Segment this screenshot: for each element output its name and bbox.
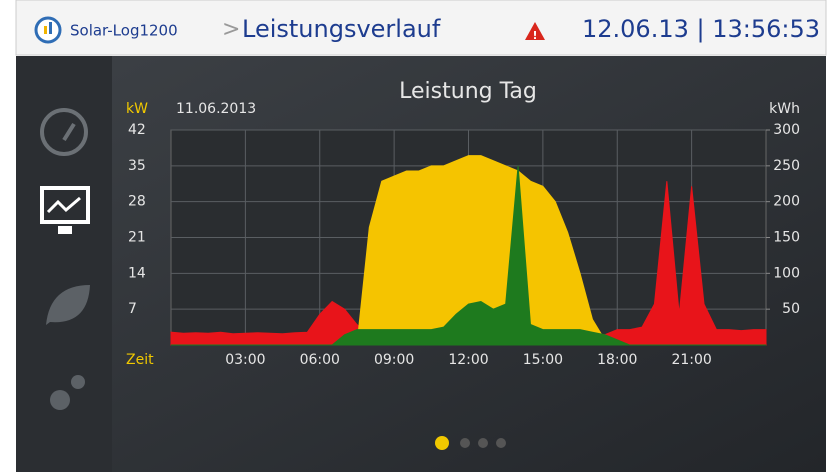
page-dot[interactable] — [478, 438, 488, 448]
y2-tick-label: 100 — [773, 265, 800, 281]
eco-icon[interactable] — [46, 285, 90, 325]
y-axis-label: kW — [126, 101, 148, 117]
chart-icon[interactable] — [40, 186, 90, 224]
x-tick-label: 18:00 — [597, 352, 637, 368]
y-tick-label: 35 — [128, 158, 146, 174]
x-tick-label: 15:00 — [523, 352, 563, 368]
logo-bar — [49, 22, 52, 34]
x-tick-label: 03:00 — [225, 352, 265, 368]
x-tick-label: 12:00 — [448, 352, 488, 368]
y2-tick-label: 150 — [773, 230, 800, 246]
chart-title: Leistung Tag — [399, 79, 537, 104]
header-bar — [15, 0, 827, 56]
x-tick-label: 06:00 — [300, 352, 340, 368]
y-tick-label: 14 — [128, 265, 146, 281]
y-tick-label: 21 — [128, 230, 146, 246]
chart-date: 11.06.2013 — [176, 101, 256, 117]
page-title: Leistungsverlauf — [242, 15, 441, 43]
logo — [34, 16, 62, 44]
warning-mark: ! — [532, 29, 537, 42]
y-tick-label: 42 — [128, 122, 146, 138]
x-tick-label: 09:00 — [374, 352, 414, 368]
page-dot-active[interactable] — [435, 436, 449, 450]
sidebar — [16, 56, 112, 472]
breadcrumb-separator: > — [222, 17, 240, 42]
chart-icon-line — [46, 196, 81, 214]
logo-bar — [44, 26, 47, 34]
dashboard-needle — [62, 122, 76, 142]
pagination — [435, 436, 506, 450]
page-dot[interactable] — [496, 438, 506, 448]
area — [171, 165, 766, 346]
y-tick-label: 7 — [128, 301, 137, 317]
x-axis-label: Zeit — [126, 352, 154, 368]
y2-axis-label: kWh — [769, 101, 800, 117]
y-tick-label: 28 — [128, 194, 146, 210]
chart-icon-stand — [58, 226, 72, 234]
x-tick-label: 21:00 — [671, 352, 711, 368]
settings-icon[interactable] — [50, 390, 70, 410]
y2-tick-label: 250 — [773, 158, 800, 174]
y2-tick-label: 50 — [782, 301, 800, 317]
warning-icon[interactable] — [525, 22, 545, 40]
y2-tick-label: 200 — [773, 194, 800, 210]
dashboard-icon[interactable] — [40, 108, 88, 156]
page-dot[interactable] — [460, 438, 470, 448]
y2-tick-label: 300 — [773, 122, 800, 138]
settings-icon-small — [71, 375, 85, 389]
app-name: Solar-Log1200 — [70, 22, 178, 40]
datetime: 12.06.13 | 13:56:53 — [582, 15, 820, 43]
